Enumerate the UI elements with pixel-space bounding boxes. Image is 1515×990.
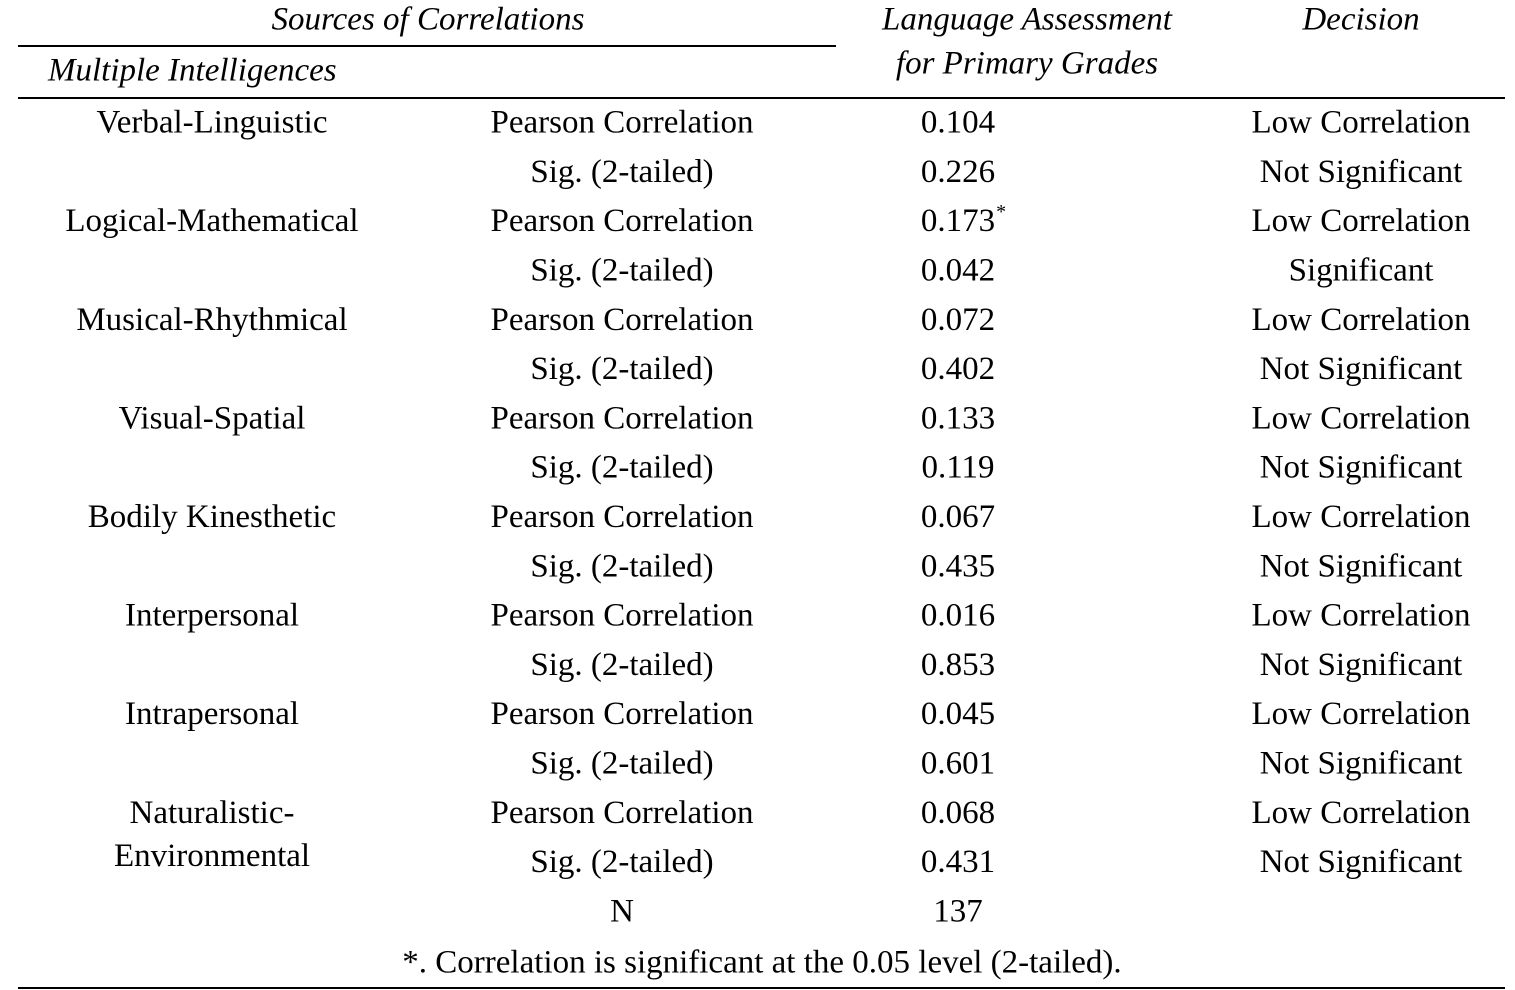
statistic: Pearson Correlation bbox=[490, 400, 753, 436]
statistic: Sig. (2-tailed) bbox=[530, 351, 713, 387]
header-assessment: Language Assessment bbox=[881, 2, 1173, 38]
value: 0.072 bbox=[921, 302, 995, 338]
decision: Low Correlation bbox=[1251, 203, 1470, 239]
intelligence: Logical-Mathematical bbox=[65, 203, 358, 239]
statistic: Sig. (2-tailed) bbox=[530, 844, 713, 880]
value: 137 bbox=[933, 893, 983, 929]
marker: * bbox=[996, 201, 1006, 223]
value: 0.402 bbox=[921, 351, 995, 387]
decision: Not Significant bbox=[1260, 745, 1463, 781]
value: 0.173 bbox=[921, 203, 995, 239]
decision: Low Correlation bbox=[1251, 598, 1470, 634]
intelligence: Naturalistic- bbox=[130, 795, 295, 831]
intelligence: Bodily Kinesthetic bbox=[88, 499, 336, 535]
value: 0.435 bbox=[921, 548, 995, 584]
intelligence: Interpersonal bbox=[125, 598, 299, 634]
value: 0.431 bbox=[921, 844, 995, 880]
statistic: Pearson Correlation bbox=[490, 598, 753, 634]
header-decision: Decision bbox=[1301, 2, 1419, 38]
header-sources: Sources of Correlations bbox=[272, 2, 585, 38]
decision: Low Correlation bbox=[1251, 696, 1470, 732]
decision: Not Significant bbox=[1260, 351, 1463, 387]
intelligence: Musical-Rhythmical bbox=[76, 302, 347, 338]
statistic: Sig. (2-tailed) bbox=[530, 154, 713, 190]
intelligence: Verbal-Linguistic bbox=[97, 105, 328, 141]
value: 0.042 bbox=[921, 252, 995, 288]
value: 0.104 bbox=[921, 105, 995, 141]
value: 0.601 bbox=[921, 745, 995, 781]
decision: Low Correlation bbox=[1251, 499, 1470, 535]
statistic: Pearson Correlation bbox=[490, 105, 753, 141]
intelligence: Environmental bbox=[114, 838, 310, 874]
header-assessment: for Primary Grades bbox=[896, 46, 1158, 82]
value: 0.119 bbox=[921, 450, 994, 486]
header-intelligences: Multiple Intelligences bbox=[47, 53, 337, 89]
statistic: Pearson Correlation bbox=[490, 696, 753, 732]
statistic: Sig. (2-tailed) bbox=[530, 548, 713, 584]
statistic: Sig. (2-tailed) bbox=[530, 745, 713, 781]
decision: Not Significant bbox=[1260, 154, 1463, 190]
intelligence: Intrapersonal bbox=[125, 696, 299, 732]
statistic: Sig. (2-tailed) bbox=[530, 252, 713, 288]
decision: Not Significant bbox=[1260, 548, 1463, 584]
value: 0.853 bbox=[921, 647, 995, 683]
value: 0.016 bbox=[921, 598, 995, 634]
statistic: Sig. (2-tailed) bbox=[530, 450, 713, 486]
decision: Low Correlation bbox=[1251, 400, 1470, 436]
decision: Low Correlation bbox=[1251, 105, 1470, 141]
statistic: Pearson Correlation bbox=[490, 795, 753, 831]
footnote: *. Correlation is significant at the 0.0… bbox=[402, 944, 1121, 980]
value: 0.226 bbox=[921, 154, 995, 190]
statistic: Sig. (2-tailed) bbox=[530, 647, 713, 683]
value: 0.067 bbox=[921, 499, 995, 535]
value: 0.068 bbox=[921, 795, 995, 831]
statistic: Pearson Correlation bbox=[490, 302, 753, 338]
decision: Low Correlation bbox=[1251, 302, 1470, 338]
decision: Not Significant bbox=[1260, 647, 1463, 683]
decision: Not Significant bbox=[1260, 450, 1463, 486]
value: 0.045 bbox=[921, 696, 995, 732]
value: 0.133 bbox=[921, 400, 995, 436]
statistic: Pearson Correlation bbox=[490, 203, 753, 239]
decision: Not Significant bbox=[1260, 844, 1463, 880]
intelligence: Visual-Spatial bbox=[119, 400, 306, 436]
decision: Significant bbox=[1289, 252, 1434, 288]
decision: Low Correlation bbox=[1251, 795, 1470, 831]
statistic: Pearson Correlation bbox=[490, 499, 753, 535]
statistic: N bbox=[610, 893, 634, 929]
